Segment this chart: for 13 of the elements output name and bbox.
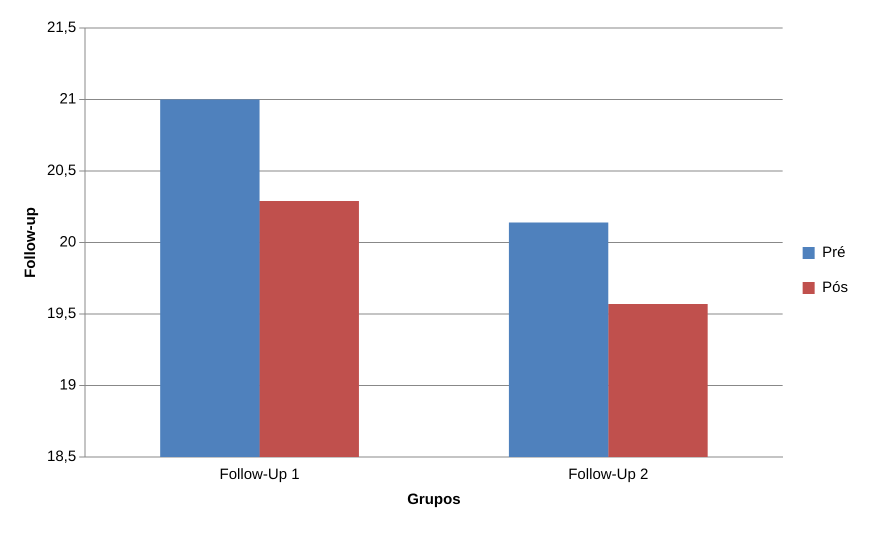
y-tick-label: 21,5 xyxy=(46,19,76,36)
y-tick-label: 21 xyxy=(60,90,76,108)
y-tick-label: 19 xyxy=(60,376,76,394)
y-tick-label: 20,5 xyxy=(46,162,76,180)
x-tick-label: Follow-Up 1 xyxy=(220,466,300,484)
y-tick-label: 19,5 xyxy=(46,305,76,322)
y-tick-label: 20 xyxy=(60,234,76,251)
legend-label: Pré xyxy=(822,244,846,262)
legend-label: Pós xyxy=(822,279,848,296)
x-tick-label: Follow-Up 2 xyxy=(568,466,648,484)
y-tick-label: 18,5 xyxy=(46,448,76,466)
y-axis-title: Follow-up xyxy=(22,207,40,278)
x-axis-title: Grupos xyxy=(407,491,461,508)
